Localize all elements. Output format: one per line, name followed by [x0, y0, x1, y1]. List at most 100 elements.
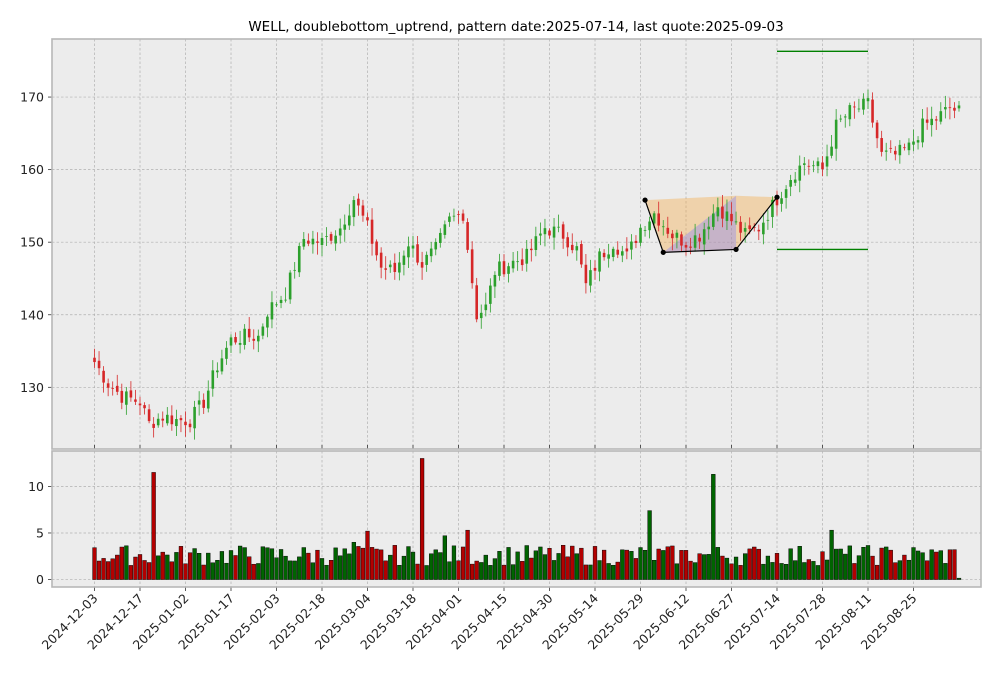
- candle-body: [370, 219, 374, 244]
- volume-bar: [601, 549, 607, 580]
- volume-bar: [938, 550, 943, 580]
- volume-bar: [765, 555, 771, 580]
- volume-bar: [206, 552, 211, 580]
- volume-bar: [460, 546, 466, 580]
- volume-bar: [529, 557, 534, 580]
- candle-body: [607, 254, 610, 259]
- volume-bar: [456, 560, 461, 580]
- candle-body: [443, 224, 447, 235]
- volume-bar: [911, 547, 916, 580]
- volume-bar: [301, 547, 306, 580]
- volume-bar: [510, 564, 516, 580]
- candle-body: [125, 391, 128, 405]
- candle-body: [743, 228, 747, 232]
- volume-bar: [288, 560, 293, 580]
- price-y-tick-label: 150: [20, 235, 44, 250]
- candle-body: [211, 370, 215, 389]
- volume-bar: [783, 564, 789, 580]
- volume-bar: [561, 545, 566, 580]
- volume-bar: [729, 563, 734, 580]
- candle-body: [457, 214, 460, 215]
- candle-body: [325, 236, 328, 237]
- candle-body: [534, 236, 538, 250]
- volume-bar: [556, 553, 561, 580]
- candle-body: [329, 234, 333, 241]
- candle-body: [316, 241, 319, 243]
- volume-bar: [410, 551, 416, 580]
- candle-body: [634, 240, 638, 244]
- volume-bar: [233, 555, 238, 580]
- volume-bar: [724, 557, 730, 580]
- candle-body: [475, 285, 478, 320]
- volume-bar: [160, 551, 165, 580]
- volume-bar: [692, 562, 698, 580]
- candle-body: [839, 118, 842, 120]
- candle-body: [898, 144, 902, 156]
- volume-bar: [847, 545, 852, 580]
- candle-body: [648, 221, 651, 231]
- candle-body: [270, 302, 274, 320]
- candle-body: [912, 141, 915, 145]
- candle-body: [439, 232, 442, 244]
- volume-bar: [551, 560, 557, 580]
- candle-body: [275, 304, 278, 306]
- volume-bar: [743, 553, 748, 580]
- candle-body: [388, 264, 392, 268]
- volume-bar: [383, 560, 388, 580]
- volume-bar: [865, 545, 871, 580]
- candle-body: [702, 229, 706, 245]
- candle-body: [307, 240, 310, 244]
- candle-body: [461, 213, 465, 221]
- candle-body: [266, 316, 269, 328]
- volume-bar: [624, 549, 629, 580]
- pattern-point: [660, 249, 666, 255]
- candles: [93, 89, 961, 440]
- volume-bar: [515, 551, 520, 580]
- volume-bar: [679, 550, 684, 580]
- volume-bar: [438, 552, 443, 580]
- volume-bar: [483, 554, 488, 580]
- volume-bar: [260, 546, 265, 580]
- pattern-zigzag-line: [644, 196, 778, 253]
- volume-bar: [497, 551, 502, 580]
- candle-body: [520, 259, 524, 266]
- candle-body: [675, 232, 679, 238]
- candle-body: [511, 260, 515, 269]
- candle-body: [202, 399, 205, 408]
- candle-body: [234, 337, 237, 343]
- candle-body: [816, 161, 820, 167]
- candle-body: [530, 248, 533, 251]
- volume-bar: [237, 545, 243, 580]
- volume-bar: [451, 545, 457, 580]
- candle-body: [934, 119, 938, 121]
- candle-body: [152, 423, 155, 428]
- candle-body: [220, 358, 224, 372]
- candle-body: [361, 205, 365, 216]
- candle-body: [225, 347, 228, 359]
- candle-body: [589, 270, 592, 286]
- candle-body: [398, 262, 401, 273]
- candle-body: [639, 227, 642, 243]
- volume-bar: [96, 560, 102, 580]
- candle-body: [115, 385, 119, 392]
- volume-bar: [520, 561, 525, 580]
- volume-bar: [197, 553, 202, 580]
- candle-body: [452, 215, 456, 217]
- candle-body: [161, 418, 165, 421]
- candle-body: [357, 198, 360, 206]
- candle-body: [916, 140, 920, 143]
- candle-body: [284, 299, 287, 301]
- volume-bar: [278, 549, 284, 580]
- volume-bar: [633, 558, 639, 580]
- candle-body: [894, 150, 897, 155]
- volume-bar: [793, 560, 798, 580]
- volume-bar: [893, 562, 898, 580]
- pattern-point: [733, 246, 739, 253]
- volume-bar: [388, 554, 393, 580]
- candle-body: [279, 299, 283, 304]
- candle-body: [138, 403, 142, 406]
- volume-bar: [856, 555, 862, 580]
- volume-bar: [215, 560, 220, 580]
- price-y-tick-label: 130: [20, 380, 44, 395]
- candle-body: [111, 387, 114, 389]
